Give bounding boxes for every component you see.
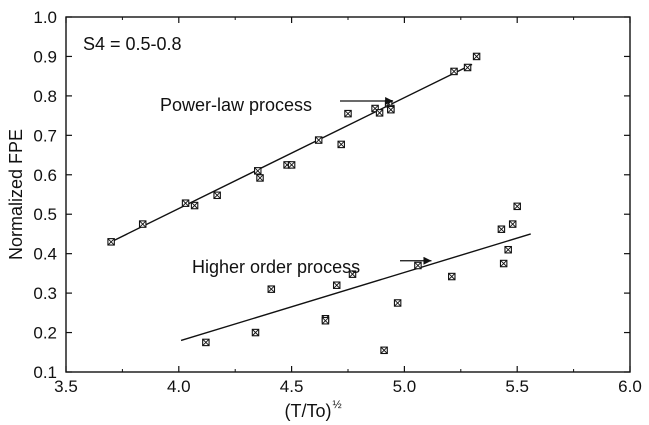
y-tick-label: 0.6: [33, 166, 57, 185]
data-point: [344, 109, 352, 118]
x-axis-title: (T/To): [285, 401, 332, 421]
data-point-cross: [509, 220, 517, 228]
x-tick-label: 3.5: [54, 377, 78, 396]
data-point-cross: [107, 238, 115, 246]
annotation-label: Higher order process: [192, 257, 360, 277]
data-point: [414, 261, 422, 270]
data-point: [497, 225, 506, 233]
fit-line: [180, 233, 531, 342]
data-point-cross: [333, 281, 341, 289]
y-tick-label: 0.7: [33, 126, 57, 145]
x-tick-label: 6.0: [618, 377, 642, 396]
y-tick-label: 0.5: [33, 205, 57, 224]
data-point: [499, 259, 508, 268]
data-point: [256, 174, 264, 182]
x-axis-title-superscript: ½: [333, 399, 342, 411]
y-tick-label: 0.4: [33, 245, 57, 264]
data-point: [254, 167, 262, 175]
data-point-cross: [182, 199, 190, 207]
data-point-cross: [288, 161, 296, 169]
data-point-cross: [267, 285, 275, 293]
y-tick-label: 0.8: [33, 87, 57, 106]
data-point-cross: [504, 246, 512, 254]
y-tick-label: 0.1: [33, 363, 57, 382]
annotation-label: Power-law process: [160, 95, 312, 115]
data-point-cross: [191, 202, 199, 210]
series-2: [180, 202, 531, 355]
data-point: [380, 346, 388, 355]
data-point: [393, 299, 402, 307]
data-point-cross: [344, 110, 352, 118]
fit-line: [110, 63, 473, 243]
data-point: [314, 136, 323, 144]
data-point: [504, 245, 512, 254]
data-point: [181, 199, 190, 207]
data-point-cross: [473, 52, 481, 60]
data-point-cross: [387, 106, 395, 114]
data-point: [321, 316, 330, 325]
data-point: [513, 202, 521, 211]
data-point: [213, 191, 221, 200]
x-tick-label: 5.5: [505, 377, 529, 396]
x-tick-label: 4.0: [167, 377, 191, 396]
data-point: [332, 281, 341, 289]
data-point-cross: [321, 317, 329, 325]
y-axis-title: Normalized FPE: [6, 129, 26, 260]
data-point: [138, 220, 147, 228]
data-point-cross: [394, 299, 402, 307]
data-point-cross: [348, 270, 357, 278]
data-point: [190, 201, 199, 210]
x-tick-label: 4.5: [280, 377, 304, 396]
data-point: [337, 140, 345, 149]
data-point: [375, 109, 384, 117]
data-point: [371, 104, 379, 113]
data-point-cross: [380, 346, 388, 354]
data-point-cross: [497, 225, 505, 233]
y-tick-label: 1.0: [33, 8, 57, 27]
series-1: [107, 52, 481, 246]
plot-frame: [65, 16, 631, 373]
data-point-cross: [202, 338, 210, 346]
inset-label: S4 = 0.5-0.8: [83, 34, 182, 54]
data-point: [287, 161, 296, 169]
data-point: [387, 105, 395, 114]
data-point: [450, 67, 458, 76]
data-point: [202, 338, 210, 347]
data-point-cross: [414, 261, 422, 270]
y-tick-label: 0.3: [33, 284, 57, 303]
data-point-cross: [376, 109, 384, 117]
data-point: [107, 238, 115, 246]
y-tick-label: 0.9: [33, 47, 57, 66]
y-tick-label: 0.2: [33, 324, 57, 343]
data-point: [251, 328, 260, 337]
data-point-cross: [337, 140, 345, 148]
x-tick-label: 5.0: [393, 377, 417, 396]
data-point-cross: [139, 220, 147, 228]
data-point-cross: [450, 67, 458, 75]
data-point: [508, 220, 517, 228]
data-point: [267, 285, 276, 293]
data-point-cross: [513, 202, 521, 210]
data-point: [472, 52, 481, 61]
data-point-cross: [464, 63, 472, 72]
data-point-cross: [251, 329, 260, 337]
data-point: [448, 272, 456, 281]
data-point-cross: [213, 191, 221, 199]
data-point-cross: [315, 136, 323, 144]
data-point: [463, 63, 472, 72]
data-point: [348, 270, 357, 278]
data-point-cross: [448, 273, 456, 281]
data-point-cross: [254, 167, 262, 175]
data-point-cross: [500, 260, 508, 268]
data-point-cross: [256, 174, 264, 182]
